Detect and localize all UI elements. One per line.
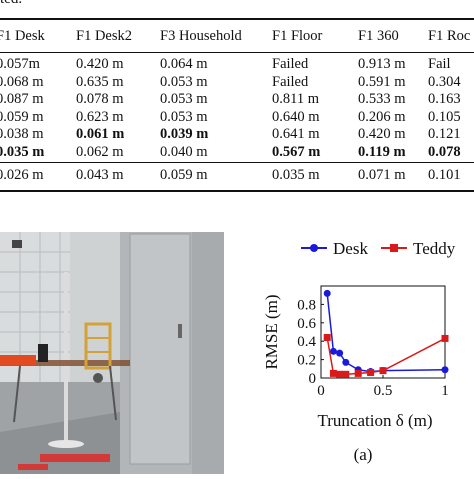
table-cell: 0.420 m [358,126,406,142]
table-cell: 0.039 m [160,126,209,142]
table-bottom-rule [0,190,474,192]
rmse-chart: Desk Teddy 0 0.2 0.4 0.6 0.8 0 0.5 1 RMSE (m) Trunc… [235,232,474,474]
table-cell: Failed [272,73,309,90]
column-header: F3 Household [160,28,242,44]
table-cell: Failed [272,56,309,72]
y-axis-label: RMSE (m) [262,294,281,369]
data-point-teddy [441,334,449,342]
table-footer-cell: 0.035 m [272,167,320,183]
table-cell: 0.640 m [272,108,320,125]
y-tick-label: 0.4 [297,334,316,350]
data-point-teddy [336,370,344,378]
data-point-teddy [379,367,387,375]
x-tick-label: 0 [317,383,325,399]
table-cell: 0.121 [428,126,461,142]
table-cell: 0.053 m [160,108,208,125]
x-axis-label: Truncation δ (m) [317,411,432,430]
data-point-teddy [367,368,375,376]
table-cell: Fail [428,56,451,72]
table-mid-rule [0,162,474,163]
y-tick-label: 0.8 [297,297,316,313]
column-header: F1 Floor [272,28,323,44]
data-point-desk [336,349,344,357]
table-cell: 0.811 m [272,91,319,107]
table-footer-cell: 0.059 m [160,167,208,183]
scene-photo [0,232,224,474]
table-top-rule [0,18,474,20]
table-cell: 0.105 [428,108,461,125]
scene-photo-drawing [0,232,224,474]
table-cell: 0.119 m [358,143,406,160]
table-cell: 0.087 m [0,91,44,107]
table-cell: 0.304 [428,73,461,90]
legend-label: Desk [333,239,368,258]
data-point-desk [342,358,350,366]
y-tick-label: 0.2 [297,353,316,369]
table-header-rule [0,52,474,53]
table-cell: 0.078 [428,143,461,160]
figure-subcaption: (a) [354,445,373,464]
column-header: F1 Desk2 [76,28,132,44]
table-cell: 0.053 m [160,91,208,107]
table-footer-cell: 0.043 m [76,167,124,183]
plot-frame [320,285,446,379]
column-header: F1 Desk [0,28,45,44]
table-cell: 0.533 m [358,91,406,107]
table-cell: 0.057m [0,56,40,72]
column-header: F1 360 [358,28,399,44]
y-tick-label: 0 [309,371,317,387]
data-point-desk [441,366,449,374]
table-cell: 0.059 m [0,108,44,125]
caption-fragment: ted. [0,0,22,8]
table-cell: 0.038 m [0,126,44,142]
data-point-desk [329,347,337,355]
table-cell: 0.064 m [160,56,208,72]
table-footer-cell: 0.026 m [0,167,44,183]
legend-marker-teddy [390,244,398,252]
data-point-teddy [342,370,350,378]
table-cell: 0.641 m [272,126,320,142]
x-tick-label: 0.5 [374,383,393,399]
y-tick-label: 0.6 [297,316,316,332]
table-cell: 0.623 m [76,108,124,125]
table-cell: 0.053 m [160,73,208,90]
table-cell: 0.163 [428,91,461,107]
table-cell: 0.061 m [76,126,125,142]
table-cell: 0.635 m [76,73,124,90]
table-cell: 0.420 m [76,56,124,72]
table-footer-cell: 0.101 [428,167,461,183]
table-cell: 0.078 m [76,91,124,107]
table-cell: 0.068 m [0,73,44,90]
table-cell: 0.913 m [358,56,406,72]
column-header: F1 Roc [428,28,471,44]
legend-label: Teddy [413,239,456,258]
x-tick-label: 1 [441,383,449,399]
data-point-teddy [354,369,362,377]
data-point-teddy [329,369,337,377]
table-cell: 0.567 m [272,143,321,160]
legend-marker-desk [310,244,318,252]
data-point-teddy [323,334,331,342]
table-cell: 0.035 m [0,143,45,160]
table-cell: 0.040 m [160,143,208,160]
results-table: F1 Desk F1 Desk2 F3 Household F1 Floor F1 36… [0,0,474,200]
table-cell: 0.062 m [76,143,124,160]
table-cell: 0.206 m [358,108,406,125]
table-footer-cell: 0.071 m [358,167,406,183]
data-point-desk [323,289,331,297]
table-cell: 0.591 m [358,73,406,90]
